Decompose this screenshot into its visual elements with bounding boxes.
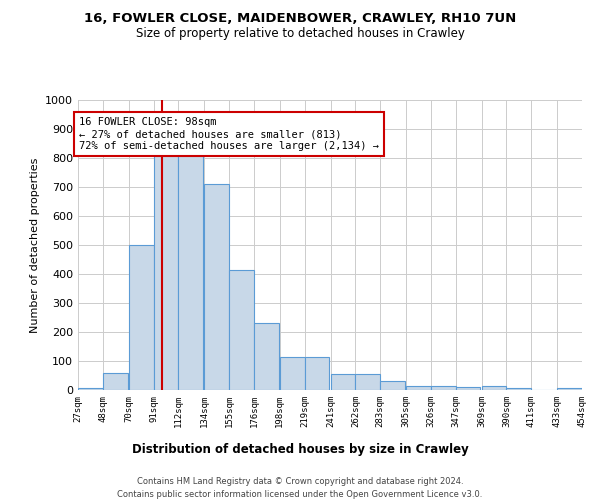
Bar [229, 270, 254, 390]
Bar [355, 374, 380, 390]
Bar [557, 388, 582, 390]
Bar [482, 386, 506, 390]
Bar [380, 382, 405, 390]
Bar [456, 387, 481, 390]
Y-axis label: Number of detached properties: Number of detached properties [29, 158, 40, 332]
Text: Contains HM Land Registry data © Crown copyright and database right 2024.: Contains HM Land Registry data © Crown c… [137, 478, 463, 486]
Bar [154, 152, 178, 390]
Bar [280, 356, 305, 390]
Bar [204, 184, 229, 390]
Bar [78, 388, 103, 390]
Bar [406, 386, 431, 390]
Bar [103, 372, 128, 390]
Text: 16 FOWLER CLOSE: 98sqm
← 27% of detached houses are smaller (813)
72% of semi-de: 16 FOWLER CLOSE: 98sqm ← 27% of detached… [79, 118, 379, 150]
Bar [331, 374, 355, 390]
Bar [129, 245, 154, 390]
Bar [254, 324, 278, 390]
Bar [305, 356, 329, 390]
Bar [431, 386, 456, 390]
Text: Size of property relative to detached houses in Crawley: Size of property relative to detached ho… [136, 28, 464, 40]
Bar [178, 152, 203, 390]
Text: 16, FOWLER CLOSE, MAIDENBOWER, CRAWLEY, RH10 7UN: 16, FOWLER CLOSE, MAIDENBOWER, CRAWLEY, … [84, 12, 516, 26]
Bar [506, 388, 531, 390]
Text: Distribution of detached houses by size in Crawley: Distribution of detached houses by size … [131, 442, 469, 456]
Text: Contains public sector information licensed under the Open Government Licence v3: Contains public sector information licen… [118, 490, 482, 499]
